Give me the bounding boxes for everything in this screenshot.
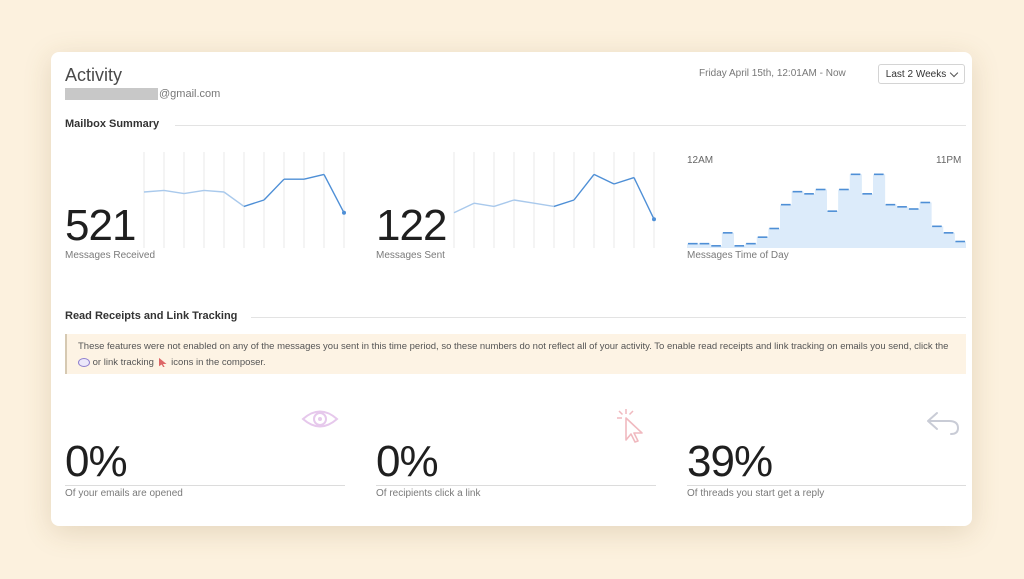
replied-label: Of threads you start get a reply bbox=[687, 488, 825, 499]
section-divider bbox=[251, 317, 966, 318]
time-bar bbox=[756, 237, 769, 248]
clicked-label: Of recipients click a link bbox=[376, 488, 481, 499]
section-divider bbox=[175, 125, 966, 126]
received-line-segment bbox=[203, 189, 225, 193]
time-bar bbox=[803, 193, 816, 248]
mailbox-summary-title: Mailbox Summary bbox=[65, 118, 160, 130]
time-bar bbox=[814, 189, 827, 248]
replied-percent: 39% bbox=[687, 437, 773, 486]
tracking-section-title: Read Receipts and Link Tracking bbox=[65, 310, 238, 322]
received-line-segment bbox=[303, 173, 325, 180]
time-bar bbox=[733, 245, 746, 248]
email-domain: @gmail.com bbox=[159, 88, 221, 100]
time-bar bbox=[710, 245, 723, 248]
received-line-segment bbox=[223, 191, 245, 207]
time-bar bbox=[826, 211, 839, 248]
time-bar bbox=[780, 204, 793, 248]
time-bar bbox=[907, 209, 920, 248]
opened-label: Of your emails are opened bbox=[65, 488, 183, 499]
sent-line-segment bbox=[613, 176, 635, 185]
sent-line-segment bbox=[453, 202, 475, 214]
sent-line-segment bbox=[493, 199, 515, 208]
sent-count: 122 bbox=[376, 201, 447, 250]
received-end-point bbox=[342, 210, 346, 215]
time-bar bbox=[919, 202, 932, 248]
stat-divider bbox=[687, 485, 966, 486]
time-bar bbox=[954, 241, 966, 248]
stat-divider bbox=[65, 485, 345, 486]
time-bar bbox=[896, 206, 909, 248]
page-title: Activity bbox=[65, 65, 123, 85]
sent-line-segment bbox=[633, 177, 655, 220]
time-bar bbox=[942, 232, 955, 248]
notice-text-3: icons in the composer. bbox=[171, 357, 266, 368]
time-bar bbox=[687, 243, 700, 248]
time-bar bbox=[884, 204, 897, 248]
stat-divider bbox=[376, 485, 656, 486]
received-count: 521 bbox=[65, 201, 136, 250]
received-line-segment bbox=[143, 189, 165, 193]
chevron-down-icon bbox=[949, 68, 959, 77]
activity-card: Activity @gmail.com Friday April 15th, 1… bbox=[51, 52, 972, 526]
received-sparkline bbox=[143, 152, 346, 248]
notice-text-1: These features were not enabled on any o… bbox=[78, 341, 949, 352]
sent-label: Messages Sent bbox=[376, 250, 445, 261]
received-line-segment bbox=[183, 189, 205, 195]
time-bar bbox=[721, 232, 734, 248]
date-range-text: Friday April 15th, 12:01AM - Now bbox=[699, 68, 846, 79]
time-bar bbox=[698, 243, 711, 248]
time-bar bbox=[931, 226, 944, 248]
link-cursor-icon bbox=[158, 357, 167, 368]
received-line-segment bbox=[243, 199, 265, 208]
time-of-day-chart bbox=[687, 173, 966, 248]
received-line-segment bbox=[163, 189, 185, 195]
time-bar bbox=[838, 189, 851, 248]
received-line-segment bbox=[263, 178, 285, 201]
eye-icon bbox=[78, 357, 90, 367]
notice-text-2: or link tracking bbox=[92, 357, 154, 368]
cursor-click-icon bbox=[617, 409, 643, 443]
eye-icon bbox=[301, 410, 339, 428]
time-of-day-label: Messages Time of Day bbox=[687, 250, 789, 261]
sent-line-segment bbox=[593, 173, 615, 185]
clicked-percent: 0% bbox=[376, 437, 439, 486]
tracking-notice: These features were not enabled on any o… bbox=[65, 334, 966, 374]
sent-line-segment bbox=[473, 202, 495, 208]
received-label: Messages Received bbox=[65, 250, 156, 261]
sent-line-segment bbox=[553, 199, 575, 208]
time-bar bbox=[873, 174, 886, 248]
sent-sparkline bbox=[453, 152, 656, 248]
time-bar bbox=[849, 174, 862, 248]
redacted-email-user bbox=[65, 88, 158, 100]
reply-icon bbox=[927, 412, 959, 435]
account-email: @gmail.com bbox=[65, 88, 220, 100]
opened-percent: 0% bbox=[65, 437, 128, 486]
received-line-segment bbox=[323, 174, 345, 214]
period-dropdown[interactable]: Last 2 Weeks bbox=[878, 64, 965, 84]
time-axis-end: 11PM bbox=[936, 155, 962, 166]
sent-end-point bbox=[652, 217, 656, 222]
time-bar bbox=[861, 193, 874, 248]
sent-line-segment bbox=[513, 199, 535, 204]
time-bar bbox=[791, 191, 804, 248]
period-dropdown-label: Last 2 Weeks bbox=[885, 68, 947, 80]
sent-line-segment bbox=[533, 202, 555, 208]
time-bar bbox=[768, 228, 781, 248]
time-bar bbox=[745, 243, 758, 248]
time-axis-start: 12AM bbox=[687, 155, 714, 166]
sent-line-segment bbox=[573, 173, 595, 201]
